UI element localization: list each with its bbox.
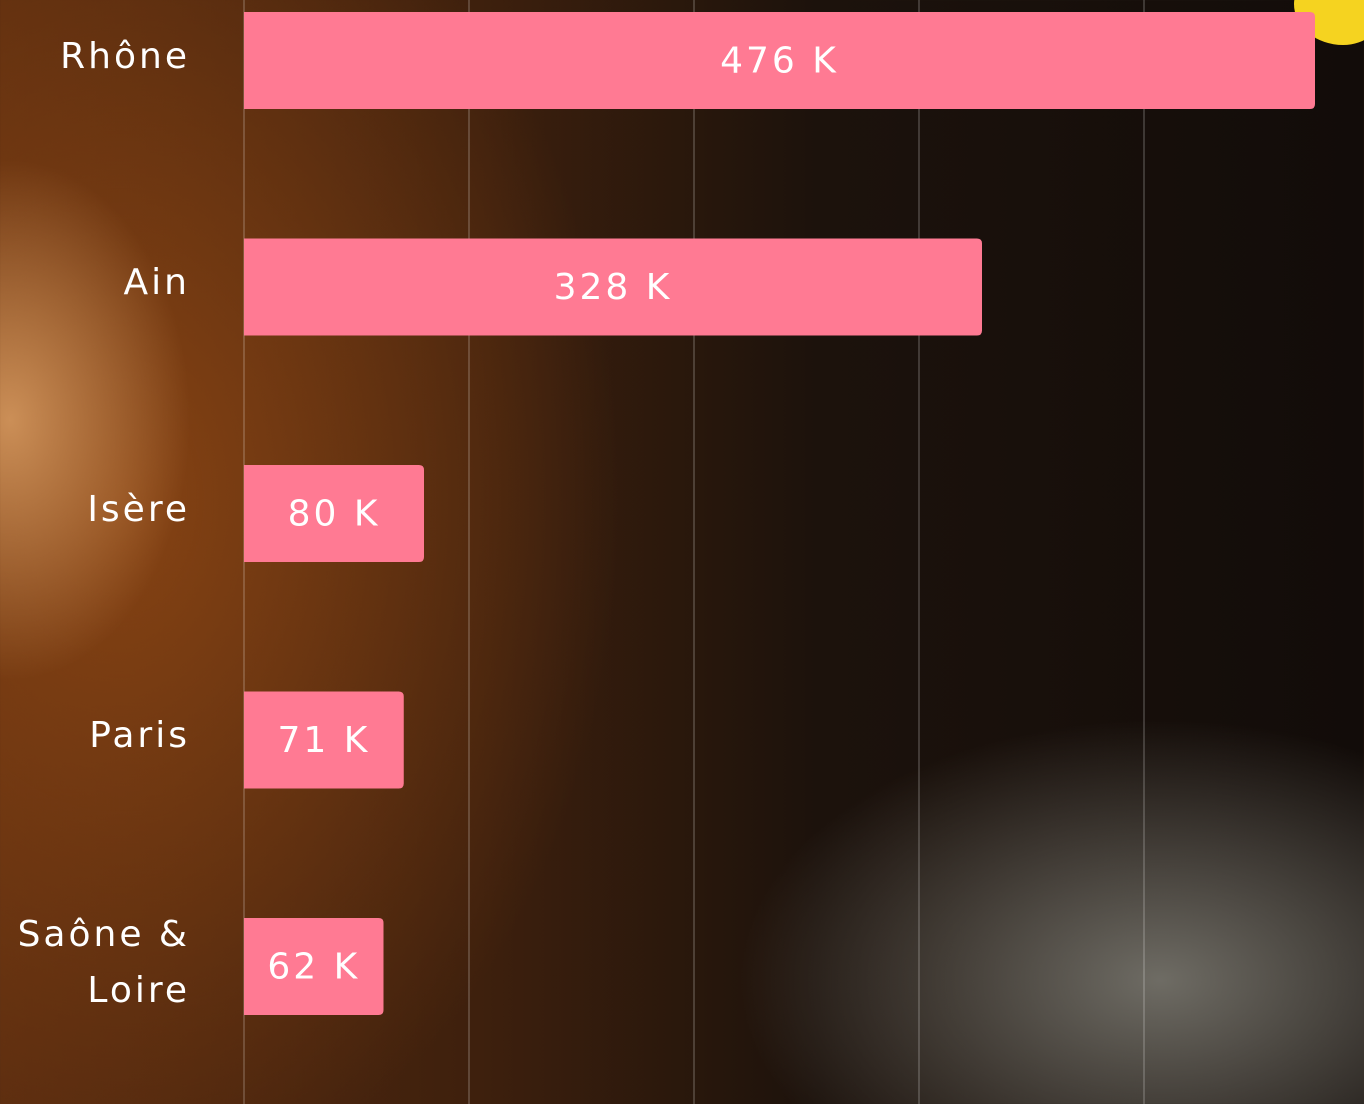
value-label: 328 K xyxy=(554,267,673,308)
category-label: Paris xyxy=(0,708,190,764)
chart: 476 K 328 K 80 K 71 K 62 K xyxy=(0,0,1364,1104)
value-label: 71 K xyxy=(277,720,370,761)
category-label: Ain xyxy=(0,255,190,311)
value-label: 80 K xyxy=(288,494,381,535)
value-label: 476 K xyxy=(720,41,839,82)
category-label: Saône & Loire xyxy=(0,907,190,1019)
page: 476 K328 K80 K71 K62 K (() => { const da… xyxy=(0,0,1364,1104)
category-label: Isère xyxy=(0,482,190,538)
value-label: 62 K xyxy=(267,947,360,988)
category-label: Rhône xyxy=(0,29,190,85)
